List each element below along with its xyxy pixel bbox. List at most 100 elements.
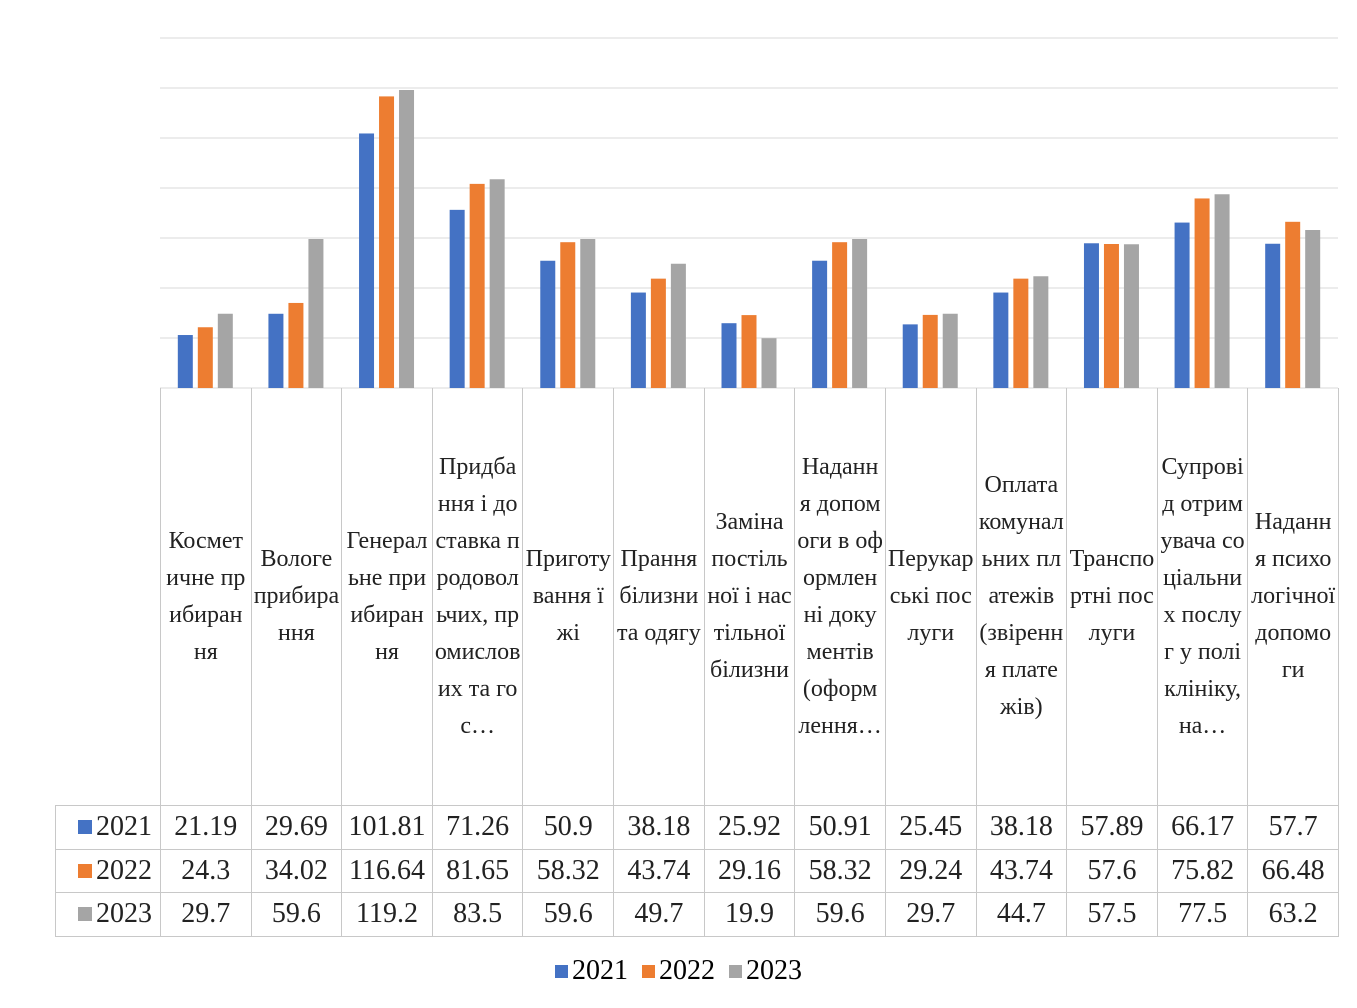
bar xyxy=(1013,278,1029,388)
table-value: 50.9 xyxy=(522,805,615,850)
bar xyxy=(1265,243,1281,388)
bar xyxy=(1123,244,1139,388)
table-value: 50.91 xyxy=(794,805,886,850)
table-value: 71.26 xyxy=(431,805,524,850)
bar xyxy=(177,335,193,388)
table-value: 57.5 xyxy=(1066,892,1158,937)
category-label: Транспортні послуги xyxy=(1066,388,1158,806)
bar xyxy=(560,242,576,388)
bar xyxy=(852,239,868,388)
bar xyxy=(942,313,958,388)
table-value: 77.5 xyxy=(1156,892,1249,937)
bar xyxy=(308,239,324,388)
table-value: 25.92 xyxy=(703,805,796,850)
category-label: Надання психологічної допомоги xyxy=(1247,388,1339,806)
bar xyxy=(288,302,304,388)
bar xyxy=(1103,244,1119,388)
category-label: Супровід отримувача соціальних послуг у … xyxy=(1156,388,1249,806)
table-value: 29.7 xyxy=(160,892,252,937)
bar xyxy=(1033,276,1049,388)
bar xyxy=(489,179,505,388)
bar xyxy=(1174,222,1190,388)
table-value: 75.82 xyxy=(1156,848,1249,893)
table-value: 38.18 xyxy=(975,805,1068,850)
bar xyxy=(812,260,828,388)
swatch xyxy=(78,820,92,835)
swatch xyxy=(78,907,92,922)
bar xyxy=(1194,198,1210,388)
category-label: Заміна постільної і настільної білизни xyxy=(703,388,796,806)
series-header: 2021 xyxy=(55,805,161,850)
table-value: 43.74 xyxy=(975,848,1068,893)
table-value: 116.64 xyxy=(341,848,433,893)
series-name: 2023 xyxy=(96,898,152,930)
bar xyxy=(268,313,284,388)
legend-item: 2021 xyxy=(555,955,628,987)
table-value: 81.65 xyxy=(431,848,524,893)
series-name: 2021 xyxy=(96,811,152,843)
bar xyxy=(741,315,757,388)
table-value: 59.6 xyxy=(250,892,343,937)
table-value: 66.48 xyxy=(1247,848,1339,893)
legend-item: 2022 xyxy=(642,955,715,987)
table-value: 38.18 xyxy=(613,805,705,850)
bar xyxy=(721,323,737,388)
table-value: 59.6 xyxy=(794,892,886,937)
table-value: 58.32 xyxy=(794,848,886,893)
legend-item: 2023 xyxy=(729,955,802,987)
table-value: 57.7 xyxy=(1247,805,1339,850)
table-value: 63.2 xyxy=(1247,892,1339,937)
table-value: 24.3 xyxy=(160,848,252,893)
bar xyxy=(922,314,938,388)
legend-swatch xyxy=(555,964,568,978)
bar xyxy=(993,292,1009,388)
legend-swatch xyxy=(729,964,742,978)
bar xyxy=(1083,243,1099,388)
table-value: 83.5 xyxy=(431,892,524,937)
table-value: 57.89 xyxy=(1066,805,1158,850)
bar xyxy=(197,327,213,388)
legend-label: 2022 xyxy=(659,955,715,986)
category-label: Придбання і доставка продовольчих, проми… xyxy=(431,388,524,806)
bar xyxy=(379,96,395,389)
bar xyxy=(359,133,375,388)
series-header: 2022 xyxy=(55,848,161,893)
bar xyxy=(761,338,777,388)
bar xyxy=(1285,221,1301,388)
category-label: Надання допомоги в оформленні документів… xyxy=(794,388,886,806)
bar xyxy=(1214,194,1230,388)
series-header: 2023 xyxy=(55,892,161,937)
bar xyxy=(650,278,666,388)
category-label: Косметичне прибирання xyxy=(160,388,252,806)
table-value: 119.2 xyxy=(341,892,433,937)
table-value: 21.19 xyxy=(160,805,252,850)
table-value: 29.69 xyxy=(250,805,343,850)
category-label: Генеральне приибирання xyxy=(341,388,433,806)
table-value: 29.16 xyxy=(703,848,796,893)
category-label: Оплата комунальних платежів (звірення пл… xyxy=(975,388,1068,806)
bar xyxy=(630,292,646,388)
category-label: Перукарські послуги xyxy=(884,388,977,806)
table-value: 43.74 xyxy=(613,848,705,893)
legend-label: 2023 xyxy=(746,955,802,986)
table-value: 101.81 xyxy=(341,805,433,850)
series-name: 2022 xyxy=(96,854,152,886)
bar xyxy=(217,313,233,388)
category-label: Приготування їжі xyxy=(522,388,615,806)
table-value: 34.02 xyxy=(250,848,343,893)
bar xyxy=(399,90,415,388)
bar xyxy=(1305,230,1321,388)
table-value: 29.24 xyxy=(884,848,977,893)
bar xyxy=(670,263,686,388)
bar xyxy=(449,209,465,388)
swatch xyxy=(78,863,92,878)
table-value: 66.17 xyxy=(1156,805,1249,850)
table-value: 25.45 xyxy=(884,805,977,850)
category-label: Прання білизни та одягу xyxy=(613,388,705,806)
table-value: 49.7 xyxy=(613,892,705,937)
table-value: 19.9 xyxy=(703,892,796,937)
table-value: 59.6 xyxy=(522,892,615,937)
legend: 2021 2022 2023 xyxy=(0,955,1357,987)
